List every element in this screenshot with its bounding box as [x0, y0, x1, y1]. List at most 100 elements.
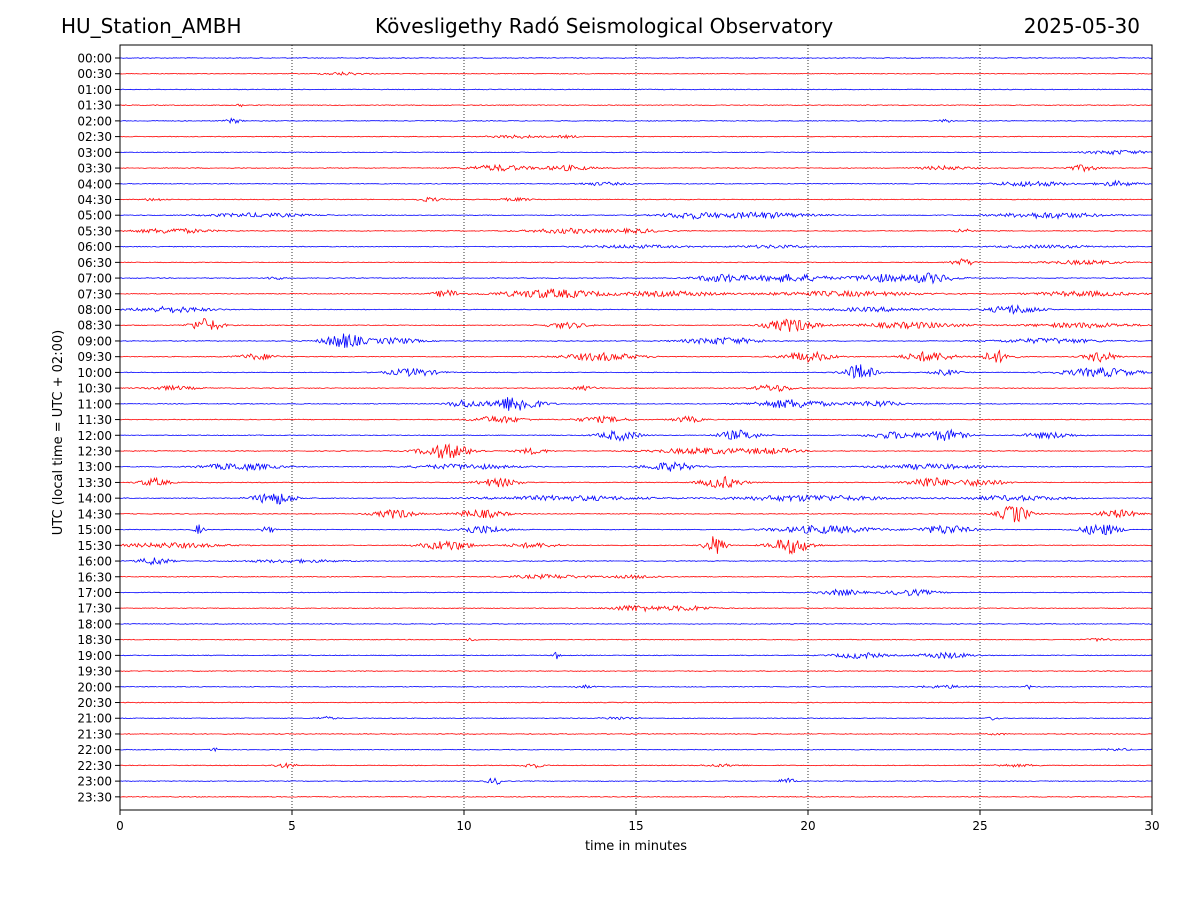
- y-tick-label: 02:00: [77, 114, 112, 128]
- x-tick-label: 20: [800, 819, 815, 833]
- trace-1230: [119, 443, 1153, 459]
- trace-0500: [119, 211, 1153, 220]
- y-tick-label: 08:00: [77, 303, 112, 317]
- y-tick-label: 21:30: [77, 727, 112, 741]
- y-tick-label: 17:30: [77, 602, 112, 616]
- y-tick-label: 05:30: [77, 224, 112, 238]
- trace-2100: [120, 715, 1153, 721]
- x-tick-label: 15: [628, 819, 643, 833]
- y-tick-label: 16:30: [77, 570, 112, 584]
- y-tick-label: 19:00: [77, 649, 112, 663]
- y-tick-label: 18:00: [77, 617, 112, 631]
- y-tick-label: 14:30: [77, 507, 112, 521]
- y-tick-label: 11:00: [77, 397, 112, 411]
- y-tick-label: 17:00: [77, 586, 112, 600]
- y-tick-label: 13:00: [77, 460, 112, 474]
- grid-lines: [291, 45, 981, 810]
- trace-1930: [119, 670, 1152, 672]
- trace-0000: [119, 57, 1153, 59]
- trace-2030: [120, 701, 1153, 704]
- trace-2130: [119, 732, 1152, 736]
- trace-1400: [120, 493, 1153, 505]
- x-tick-label: 0: [116, 819, 124, 833]
- y-tick-label: 20:30: [77, 696, 112, 710]
- y-tick-label: 07:30: [77, 287, 112, 301]
- trace-0330: [119, 163, 1153, 173]
- trace-1600: [119, 557, 1152, 566]
- trace-0200: [119, 117, 1153, 125]
- y-tick-label: 01:00: [77, 83, 112, 97]
- y-tick-label: 13:30: [77, 476, 112, 490]
- x-tick-labels: 0 5 10 15 20 25 30: [116, 810, 1160, 833]
- x-tick-label: 10: [456, 819, 471, 833]
- y-tick-label: 02:30: [77, 130, 112, 144]
- trace-1330: [119, 475, 1153, 489]
- y-tick-label: 11:30: [77, 413, 112, 427]
- y-tick-label: 09:00: [77, 334, 112, 348]
- trace-2000: [119, 684, 1153, 691]
- date-title: 2025-05-30: [1023, 14, 1140, 38]
- trace-1730: [119, 604, 1153, 613]
- y-tick-label: 23:30: [77, 790, 112, 804]
- trace-1030: [119, 384, 1153, 393]
- y-tick-label: 03:30: [77, 162, 112, 176]
- trace-0730: [120, 287, 1153, 299]
- x-tick-label: 5: [288, 819, 296, 833]
- trace-0400: [119, 179, 1153, 188]
- trace-1430: [119, 505, 1153, 523]
- trace-0430: [119, 196, 1153, 203]
- y-tick-label: 04:30: [77, 193, 112, 207]
- trace-1100: [119, 397, 1153, 411]
- chart-title: Kövesligethy Radó Seismological Observat…: [375, 14, 834, 38]
- y-tick-label: 18:30: [77, 633, 112, 647]
- y-tick-label: 09:30: [77, 350, 112, 364]
- trace-2230: [119, 762, 1153, 769]
- trace-1900: [119, 651, 1153, 660]
- trace-0300: [119, 149, 1153, 156]
- y-tick-label: 01:30: [77, 99, 112, 113]
- trace-1630: [119, 573, 1153, 580]
- y-tick-label: 19:30: [77, 665, 112, 679]
- y-tick-label: 00:30: [77, 67, 112, 81]
- station-title: HU_Station_AMBH: [61, 14, 242, 38]
- trace-0530: [119, 227, 1153, 235]
- y-tick-label: 06:00: [77, 240, 112, 254]
- trace-2200: [119, 747, 1153, 753]
- trace-1000: [119, 364, 1153, 379]
- trace-0630: [119, 258, 1153, 266]
- y-tick-label: 22:30: [77, 759, 112, 773]
- trace-0800: [119, 304, 1153, 315]
- trace-0900: [119, 333, 1153, 348]
- plot-frame: [119, 44, 1153, 811]
- y-tick-label: 15:00: [77, 523, 112, 537]
- trace-0130: [119, 103, 1153, 108]
- y-tick-label: 23:00: [77, 775, 112, 789]
- y-tick-label: 14:00: [77, 492, 112, 506]
- y-tick-label: 07:00: [77, 272, 112, 286]
- y-tick-label: 16:00: [77, 555, 112, 569]
- x-axis-label: time in minutes: [585, 839, 687, 854]
- y-tick-label: 00:00: [77, 52, 112, 66]
- y-tick-label: 04:00: [77, 177, 112, 191]
- y-tick-label: 10:30: [77, 382, 112, 396]
- trace-0930: [119, 349, 1153, 364]
- trace-1200: [119, 428, 1153, 442]
- x-tick-label: 25: [972, 819, 987, 833]
- trace-0030: [119, 71, 1153, 76]
- trace-1130: [119, 415, 1153, 424]
- trace-0100: [120, 88, 1153, 91]
- y-tick-label: 12:30: [77, 445, 112, 459]
- y-tick-label: 20:00: [77, 680, 112, 694]
- trace-0230: [120, 134, 1153, 140]
- y-tick-label: 15:30: [77, 539, 112, 553]
- trace-1530: [119, 536, 1153, 555]
- trace-0600: [119, 244, 1153, 249]
- trace-1500: [119, 523, 1153, 536]
- y-axis-label: UTC (local time = UTC + 02:00): [51, 330, 66, 535]
- y-tick-label: 10:00: [77, 366, 112, 380]
- y-tick-label: 03:00: [77, 146, 112, 160]
- y-tick-label: 08:30: [77, 319, 112, 333]
- y-tick-label: 22:00: [77, 743, 112, 757]
